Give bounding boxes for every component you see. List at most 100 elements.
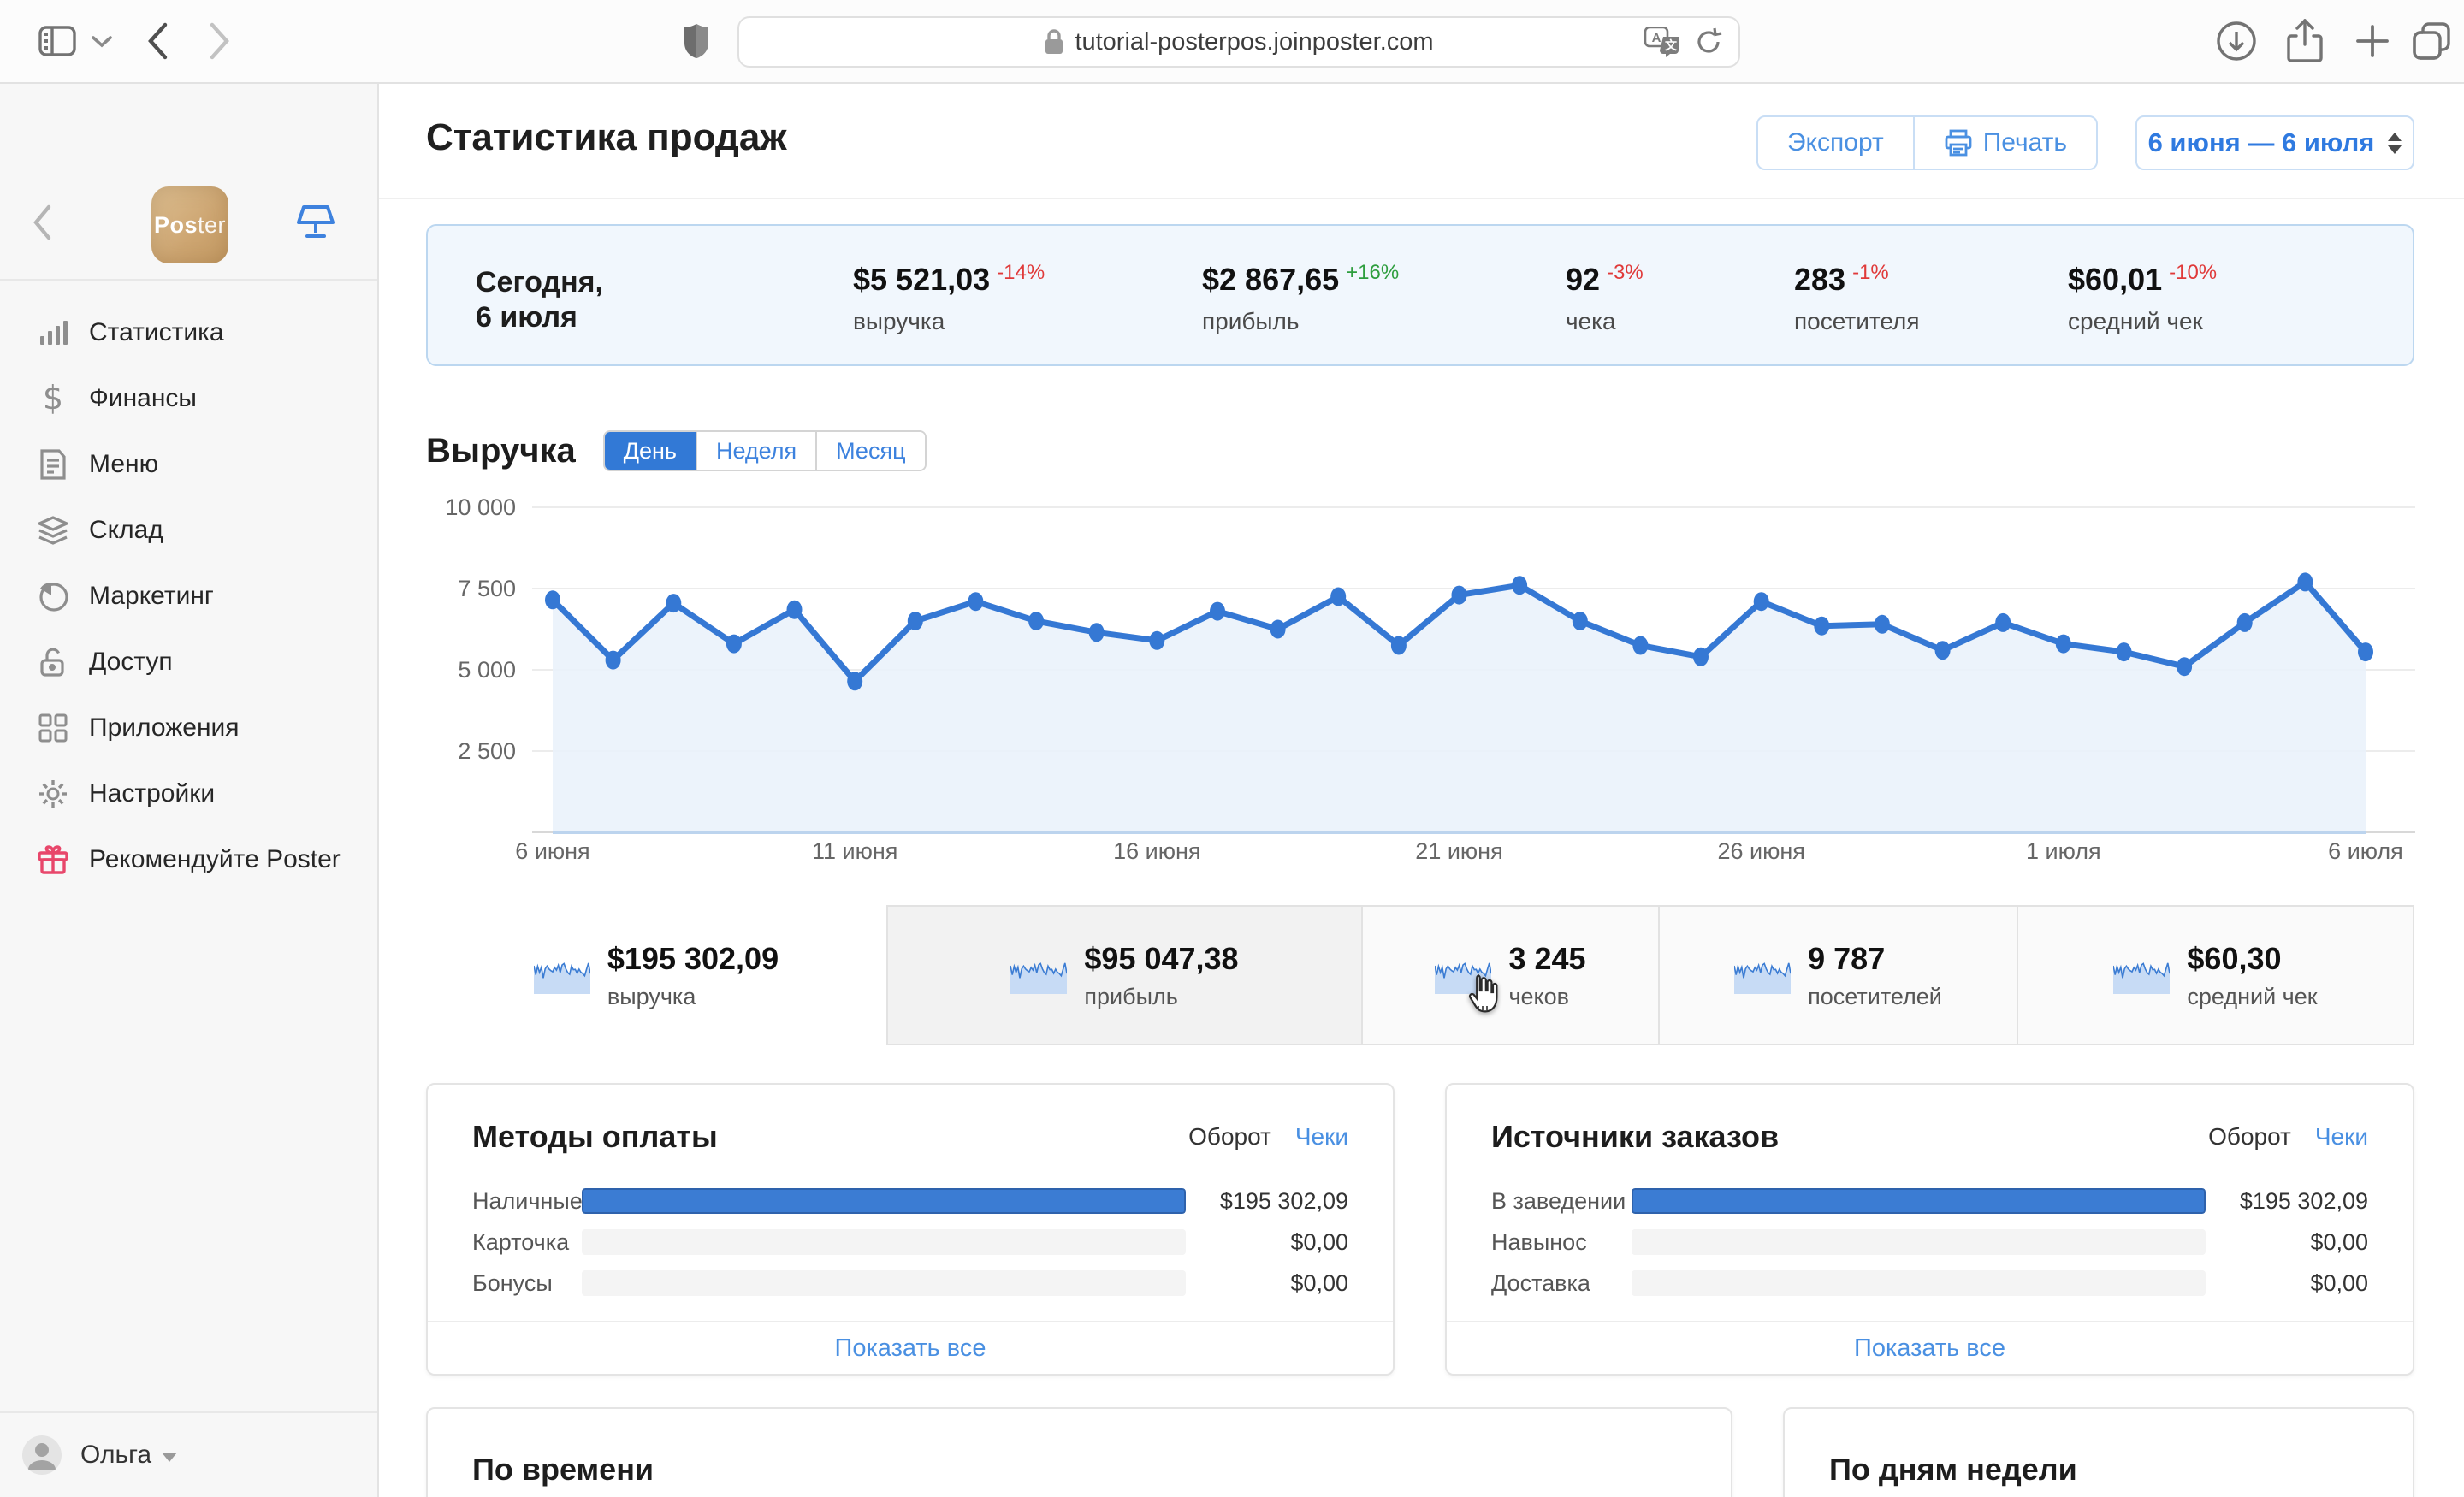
- sidebar-item-label: Склад: [89, 515, 163, 544]
- export-button[interactable]: Экспорт: [1758, 117, 1913, 169]
- sidebar-item-label: Настройки: [89, 778, 216, 808]
- logo-text-light: ter: [198, 211, 227, 238]
- sidebar-item-menu[interactable]: Меню: [0, 431, 377, 497]
- svg-text:A: A: [1652, 31, 1661, 45]
- gift-icon: [36, 843, 70, 877]
- delta-badge: +16%: [1346, 261, 1400, 284]
- user-caret-icon: [162, 1452, 178, 1462]
- payment-row: Наличные $195 302,09: [472, 1180, 1348, 1222]
- tab-day[interactable]: День: [604, 432, 696, 470]
- grid-icon: [36, 711, 70, 745]
- sidebar-item-label: Статистика: [89, 317, 224, 346]
- privacy-shield-icon[interactable]: [683, 22, 710, 60]
- sidebar-item-label: Меню: [89, 449, 159, 478]
- share-icon[interactable]: [2286, 19, 2324, 63]
- sidebar-item-access[interactable]: Доступ: [0, 629, 377, 695]
- export-label: Экспорт: [1786, 128, 1884, 157]
- toggle-turnover[interactable]: Оборот: [1188, 1123, 1271, 1150]
- sidebar-item-statistics[interactable]: Статистика: [0, 299, 377, 365]
- sidebar-item-settings[interactable]: Настройки: [0, 760, 377, 826]
- logo-text-bold: Pos: [153, 211, 198, 238]
- total-cell-revenue[interactable]: $195 302,09 выручка: [426, 905, 886, 1045]
- bar-chart-icon: [36, 316, 70, 350]
- row-value: $195 302,09: [1219, 1187, 1348, 1214]
- total-cell-average[interactable]: $60,30 средний чек: [2017, 905, 2414, 1045]
- browser-toolbar: tutorial-posterpos.joinposter.com A 文: [0, 0, 2464, 84]
- source-row: В заведении $195 302,09: [1491, 1180, 2368, 1222]
- reload-icon[interactable]: [1694, 27, 1723, 57]
- pos-terminal-icon[interactable]: [295, 204, 336, 241]
- svg-text:1 июля: 1 июля: [2026, 838, 2101, 864]
- user-menu[interactable]: Ольга: [0, 1411, 377, 1497]
- today-summary-card: Сегодня, 6 июля $5 521,03 -14% выручка $2…: [426, 224, 2414, 366]
- svg-text:7 500: 7 500: [458, 576, 516, 601]
- sidebar-item-finance[interactable]: $ Финансы: [0, 365, 377, 431]
- show-all-link[interactable]: Показать все: [834, 1334, 986, 1362]
- print-button[interactable]: Печать: [1912, 117, 2096, 169]
- svg-text:21 июня: 21 июня: [1415, 838, 1502, 864]
- sidebar-nav: Статистика $ Финансы Меню Склад: [0, 281, 377, 892]
- by-weekday-title: По дням недели: [1829, 1452, 2077, 1487]
- toggle-receipts[interactable]: Чеки: [2314, 1123, 2368, 1150]
- svg-text:11 июня: 11 июня: [812, 838, 897, 864]
- tab-month[interactable]: Месяц: [815, 432, 925, 470]
- sidebar-item-marketing[interactable]: Маркетинг: [0, 563, 377, 629]
- new-tab-icon[interactable]: [2354, 23, 2390, 59]
- tab-overview-icon[interactable]: [2411, 21, 2452, 62]
- page-header: Статистика продаж Экспорт Печать 6 июня …: [379, 84, 2464, 199]
- date-range-picker[interactable]: 6 июня — 6 июля: [2135, 115, 2414, 170]
- delta-badge: -3%: [1607, 261, 1644, 284]
- svg-text:5 000: 5 000: [458, 657, 516, 683]
- sidebar-item-label: Приложения: [89, 713, 240, 742]
- bar-track: [1632, 1229, 2206, 1255]
- by-weekday-card: По дням недели: [1783, 1407, 2414, 1497]
- total-cell-visitors[interactable]: 9 787 посетителей: [1658, 905, 2017, 1045]
- print-label: Печать: [1982, 128, 2067, 157]
- row-value: $0,00: [1290, 1228, 1348, 1255]
- layers-icon: [36, 513, 70, 547]
- payment-methods-card: Методы оплаты Оборот Чеки Наличные $195 …: [426, 1083, 1395, 1376]
- order-sources-footer: Показать все: [1447, 1321, 2413, 1374]
- source-row: Доставка $0,00: [1491, 1263, 2368, 1304]
- sidebar-item-stock[interactable]: Склад: [0, 497, 377, 563]
- row-label: Бонусы: [472, 1269, 553, 1296]
- toolbar-chevron-down-icon[interactable]: [91, 34, 113, 48]
- collapse-sidebar-icon[interactable]: [31, 204, 53, 241]
- bar-fill: [1632, 1188, 2206, 1214]
- translate-icon[interactable]: A 文: [1644, 27, 1680, 57]
- svg-text:2 500: 2 500: [458, 738, 516, 764]
- delta-badge: -1%: [1852, 261, 1889, 284]
- revenue-title: Выручка: [426, 431, 576, 470]
- svg-text:$: $: [43, 382, 63, 416]
- today-title: Сегодня, 6 июля: [476, 266, 603, 334]
- toggle-receipts[interactable]: Чеки: [1294, 1123, 1348, 1150]
- url-bar[interactable]: tutorial-posterpos.joinposter.com A 文: [737, 16, 1740, 68]
- sidebar-item-recommend[interactable]: Рекомендуйте Poster: [0, 826, 377, 892]
- row-label: Наличные: [472, 1187, 583, 1214]
- dollar-icon: $: [36, 382, 70, 416]
- show-all-link[interactable]: Показать все: [1853, 1334, 2006, 1362]
- downloads-icon[interactable]: [2216, 21, 2257, 62]
- row-label: Навынос: [1491, 1228, 1587, 1255]
- poster-logo[interactable]: Poster: [151, 186, 228, 263]
- forward-button-icon[interactable]: [208, 21, 232, 61]
- tab-week[interactable]: Неделя: [695, 432, 816, 470]
- payment-methods-footer: Показать все: [428, 1321, 1393, 1374]
- back-button-icon[interactable]: [145, 21, 169, 61]
- total-cell-profit[interactable]: $95 047,38 прибыль: [886, 905, 1498, 1045]
- row-label: Карточка: [472, 1228, 570, 1255]
- toggle-turnover[interactable]: Оборот: [2208, 1123, 2291, 1150]
- sidebar-item-apps[interactable]: Приложения: [0, 695, 377, 760]
- user-name: Ольга: [80, 1441, 152, 1469]
- today-metric-visitors: 283 -1% посетителя: [1794, 261, 1920, 334]
- bar-track: [1632, 1188, 2206, 1214]
- order-sources-title: Источники заказов: [1491, 1119, 1780, 1154]
- source-row: Навынос $0,00: [1491, 1222, 2368, 1263]
- svg-text:10 000: 10 000: [445, 494, 516, 520]
- row-value: $0,00: [1290, 1269, 1348, 1296]
- total-cell-receipts[interactable]: 3 245 чеков: [1361, 905, 1658, 1045]
- revenue-chart-area: 2 500 5 000 7 500 10 000 6 июня 11 июня 16 июн…: [379, 479, 2464, 873]
- order-sources-card: Источники заказов Оборот Чеки В заведени…: [1445, 1083, 2414, 1376]
- sidebar-toggle-icon[interactable]: [38, 26, 76, 56]
- svg-text:文: 文: [1665, 38, 1678, 52]
